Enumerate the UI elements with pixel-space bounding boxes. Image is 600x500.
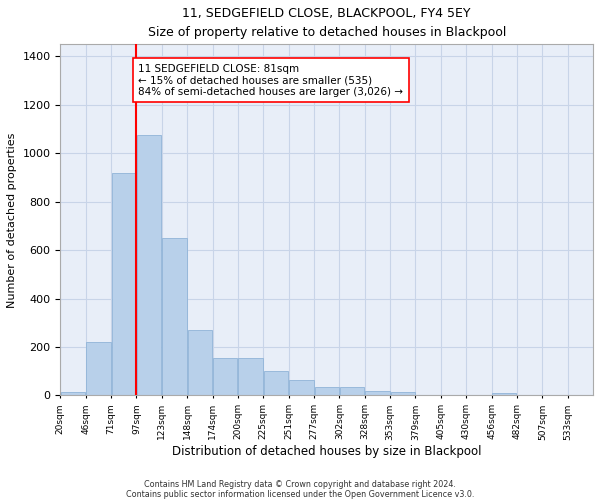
Bar (314, 387, 339, 396)
Text: 11 SEDGEFIELD CLOSE: 81sqm
← 15% of detached houses are smaller (535)
84% of sem: 11 SEDGEFIELD CLOSE: 81sqm ← 15% of deta… (139, 64, 403, 97)
Bar (365, 390, 389, 396)
Title: 11, SEDGEFIELD CLOSE, BLACKPOOL, FY4 5EY
Size of property relative to detached h: 11, SEDGEFIELD CLOSE, BLACKPOOL, FY4 5EY… (148, 7, 506, 39)
Bar (264, 372, 288, 396)
Y-axis label: Number of detached properties: Number of detached properties (7, 132, 17, 308)
Bar (213, 358, 238, 396)
Text: Contains HM Land Registry data © Crown copyright and database right 2024.
Contai: Contains HM Land Registry data © Crown c… (126, 480, 474, 499)
Bar (86, 342, 110, 396)
Bar (492, 393, 517, 396)
Bar (391, 392, 415, 396)
Bar (163, 238, 187, 396)
X-axis label: Distribution of detached houses by size in Blackpool: Distribution of detached houses by size … (172, 445, 481, 458)
Bar (188, 330, 212, 396)
Bar (340, 387, 364, 396)
Bar (112, 172, 136, 396)
Bar (61, 392, 85, 396)
Bar (137, 135, 161, 396)
Bar (238, 358, 263, 396)
Bar (289, 380, 314, 396)
